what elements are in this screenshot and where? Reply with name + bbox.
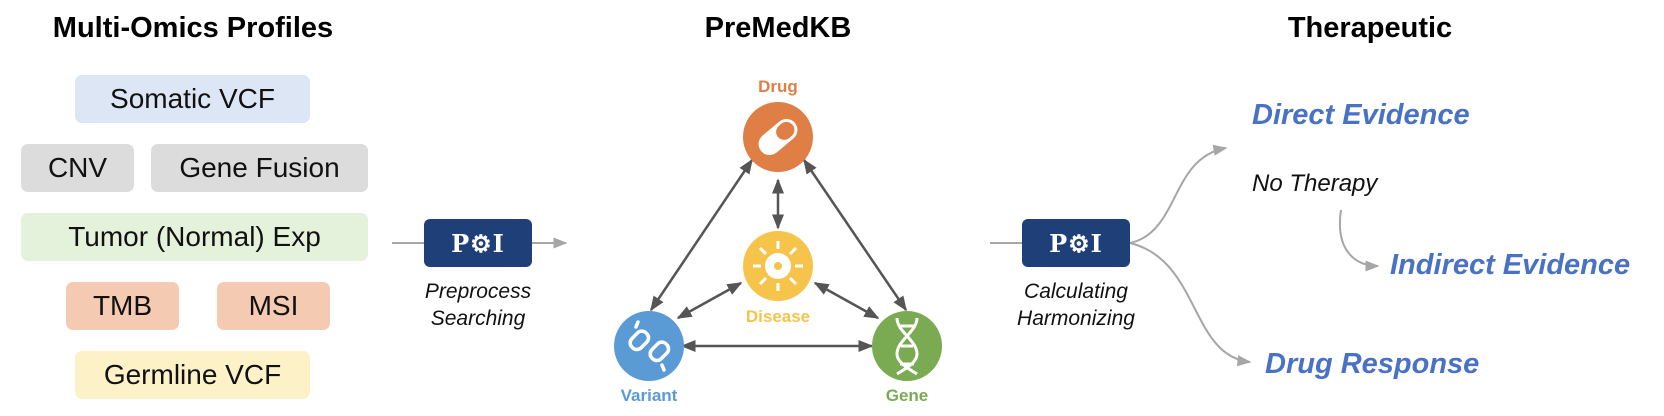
gene-label: Gene (885, 386, 929, 405)
msi-chip: MSI (217, 282, 330, 330)
edge-disease-gene (813, 281, 880, 320)
cnv-chip: CNV (21, 144, 134, 192)
gene-node (872, 311, 942, 381)
calculating-caption: Calculating Harmonizing (996, 278, 1156, 332)
broken-link-icon (628, 320, 671, 372)
drug-node (743, 102, 813, 172)
germline-vcf-chip: Germline VCF (75, 351, 310, 399)
searching-label: Searching (430, 307, 526, 330)
dna-icon (895, 317, 919, 376)
gene-fusion-chip: Gene Fusion (151, 144, 368, 192)
no-therapy-label: No Therapy (1252, 170, 1378, 197)
direct-evidence-label: Direct Evidence (1252, 99, 1470, 131)
tumor-exp-chip: Tumor (Normal) Exp (21, 213, 368, 261)
virus-icon (753, 241, 803, 291)
poi-preprocess-box: P⚙I (424, 219, 532, 267)
connector-to-direct-evidence (1129, 144, 1228, 244)
tmb-chip: TMB (66, 282, 179, 330)
somatic-vcf-chip: Somatic VCF (75, 75, 310, 123)
indirect-evidence-label: Indirect Evidence (1390, 249, 1631, 281)
output-section-title: Therapeutic (1287, 12, 1453, 44)
pill-icon (758, 118, 798, 156)
disease-label: Disease (745, 307, 811, 326)
preprocess-label: Preprocess (424, 280, 532, 303)
harmonizing-label: Harmonizing (1017, 307, 1135, 330)
drug-response-label: Drug Response (1265, 348, 1480, 380)
variant-node (614, 311, 684, 381)
connector-to-drug-response (1129, 242, 1252, 367)
input-section-title: Multi-Omics Profiles (52, 12, 334, 44)
variant-label: Variant (620, 386, 678, 405)
calculating-label: Calculating (1024, 280, 1128, 303)
drug-label: Drug (758, 77, 798, 96)
kb-section-title: PreMedKB (704, 12, 852, 44)
edge-drug-variant (649, 158, 754, 312)
connector-no-therapy-to-indirect (1338, 209, 1380, 272)
edge-drug-gene (802, 158, 908, 312)
edge-disease-variant (676, 281, 743, 320)
disease-node (743, 231, 813, 301)
poi-calculating-box: P⚙I (1022, 219, 1130, 267)
preprocess-caption: Preprocess Searching (404, 278, 552, 332)
